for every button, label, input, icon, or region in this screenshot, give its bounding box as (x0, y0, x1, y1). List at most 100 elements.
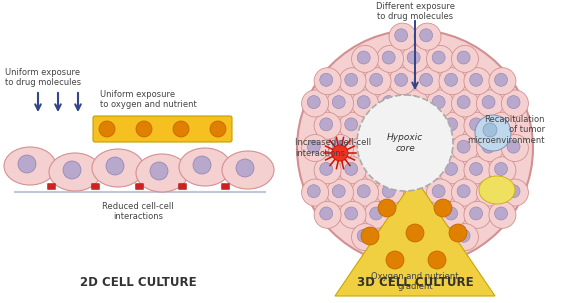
Circle shape (320, 73, 333, 86)
Circle shape (382, 51, 395, 64)
Circle shape (457, 185, 470, 198)
Polygon shape (335, 178, 495, 296)
Circle shape (173, 121, 189, 137)
Circle shape (345, 207, 358, 220)
Circle shape (314, 157, 341, 184)
Circle shape (439, 201, 466, 228)
Circle shape (432, 96, 445, 108)
Circle shape (364, 157, 391, 184)
Circle shape (376, 90, 404, 117)
Circle shape (420, 207, 433, 220)
Circle shape (382, 96, 395, 108)
Circle shape (389, 157, 416, 184)
Circle shape (464, 201, 491, 228)
FancyBboxPatch shape (92, 184, 100, 189)
Circle shape (426, 90, 454, 117)
Ellipse shape (49, 153, 101, 191)
Circle shape (357, 185, 370, 198)
Circle shape (426, 224, 454, 251)
Circle shape (489, 201, 516, 228)
Circle shape (369, 118, 383, 131)
Circle shape (382, 185, 395, 198)
Circle shape (439, 157, 466, 184)
Circle shape (345, 162, 358, 175)
Circle shape (307, 140, 320, 153)
Circle shape (364, 68, 391, 95)
Circle shape (501, 135, 528, 161)
Circle shape (445, 73, 458, 86)
Circle shape (150, 162, 168, 180)
Circle shape (63, 161, 81, 179)
Circle shape (297, 30, 533, 266)
Circle shape (389, 112, 416, 139)
Circle shape (434, 199, 452, 217)
Circle shape (426, 45, 454, 72)
Ellipse shape (92, 149, 144, 187)
Circle shape (193, 156, 211, 174)
Circle shape (320, 162, 333, 175)
Circle shape (439, 112, 466, 139)
Text: Reduced cell-cell
interactions: Reduced cell-cell interactions (102, 202, 174, 221)
Circle shape (414, 68, 441, 95)
Circle shape (386, 251, 404, 269)
Circle shape (339, 68, 366, 95)
Circle shape (464, 112, 491, 139)
Circle shape (376, 45, 404, 72)
Circle shape (483, 123, 497, 137)
Circle shape (382, 140, 395, 153)
FancyBboxPatch shape (48, 184, 56, 189)
Circle shape (369, 162, 383, 175)
Circle shape (495, 73, 508, 86)
Circle shape (18, 155, 36, 173)
Ellipse shape (4, 147, 56, 185)
Circle shape (507, 140, 520, 153)
Circle shape (439, 68, 466, 95)
Circle shape (501, 90, 528, 117)
Circle shape (489, 157, 516, 184)
Circle shape (389, 246, 416, 273)
Circle shape (407, 51, 420, 64)
Circle shape (236, 159, 254, 177)
Circle shape (357, 140, 370, 153)
Circle shape (407, 229, 420, 242)
Circle shape (401, 45, 429, 72)
Circle shape (389, 68, 416, 95)
Circle shape (351, 179, 379, 206)
Circle shape (432, 229, 445, 242)
Circle shape (339, 157, 366, 184)
Circle shape (376, 135, 404, 161)
Text: Recapitulation
of tumor
microenvironment: Recapitulation of tumor microenvironment (467, 115, 545, 145)
Circle shape (420, 118, 433, 131)
Circle shape (357, 95, 453, 191)
Circle shape (451, 179, 478, 206)
Circle shape (407, 140, 420, 153)
Circle shape (351, 135, 379, 161)
Circle shape (432, 140, 445, 153)
Circle shape (470, 207, 483, 220)
Ellipse shape (136, 154, 188, 192)
Text: Different exposure
to drug molecules: Different exposure to drug molecules (375, 2, 455, 22)
Circle shape (302, 90, 329, 117)
Circle shape (426, 179, 454, 206)
Circle shape (394, 29, 408, 42)
Circle shape (320, 207, 333, 220)
Circle shape (401, 90, 429, 117)
Circle shape (332, 145, 348, 161)
Circle shape (420, 251, 433, 265)
Circle shape (420, 73, 433, 86)
Circle shape (394, 73, 408, 86)
Circle shape (507, 96, 520, 108)
Circle shape (457, 51, 470, 64)
Circle shape (327, 135, 354, 161)
Circle shape (476, 135, 503, 161)
Circle shape (457, 229, 470, 242)
Circle shape (332, 140, 345, 153)
Circle shape (314, 112, 341, 139)
Circle shape (426, 135, 454, 161)
Circle shape (357, 51, 370, 64)
Circle shape (394, 118, 408, 131)
Circle shape (389, 23, 416, 50)
Circle shape (382, 229, 395, 242)
Circle shape (302, 179, 329, 206)
Circle shape (495, 118, 508, 131)
